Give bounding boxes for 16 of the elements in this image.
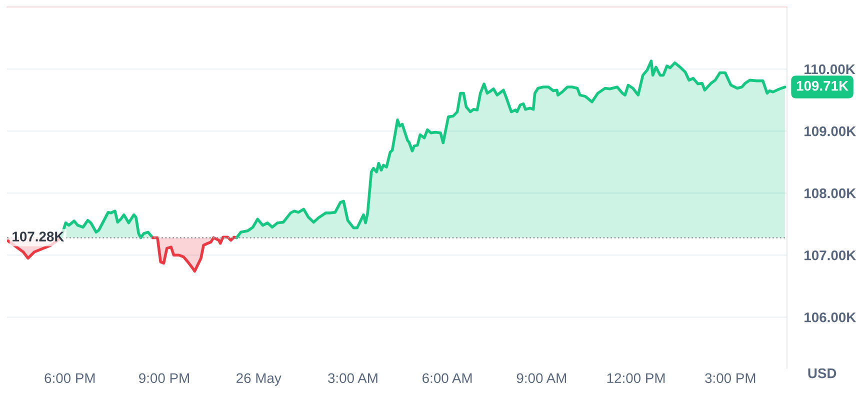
x-tick-label: 12:00 PM <box>607 373 665 384</box>
annotation: 109.71K <box>796 80 848 91</box>
y-tick-label: 109.00K <box>804 126 856 136</box>
x-tick-label: 9:00 AM <box>516 373 566 384</box>
y-tick-label: 108.00K <box>804 188 856 198</box>
y-axis-title: USD <box>808 368 836 378</box>
ref-line-label: 107.28K <box>12 232 64 242</box>
x-tick-label: 6:00 AM <box>422 373 472 384</box>
x-tick-label: 3:00 AM <box>328 373 378 384</box>
y-tick-label: 110.00K <box>804 64 856 74</box>
y-tick-label: 106.00K <box>804 312 856 322</box>
x-tick-label: 3:00 PM <box>705 373 756 384</box>
x-tick-label: 26 May <box>236 373 282 386</box>
y-tick-label: 107.00K <box>804 250 856 260</box>
x-tick-label: 9:00 PM <box>139 373 189 384</box>
x-tick-label: 6:00 PM <box>44 373 95 384</box>
